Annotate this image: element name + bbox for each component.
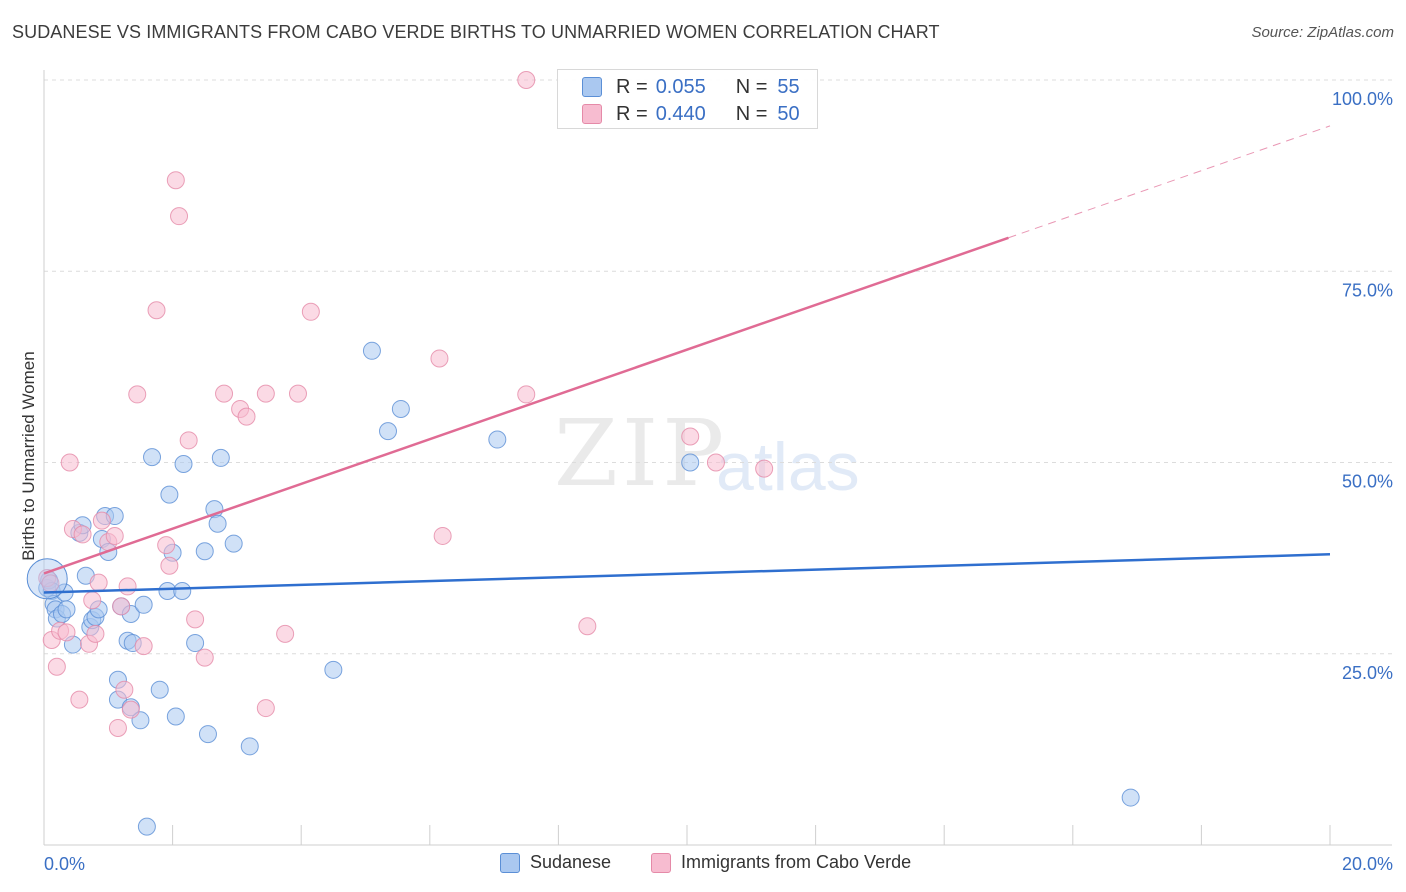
- chart-title: SUDANESE VS IMMIGRANTS FROM CABO VERDE B…: [12, 22, 940, 42]
- data-point-sudanese: [137, 817, 156, 836]
- data-point-cabo-verde: [706, 453, 725, 472]
- data-point-cabo-verde: [256, 699, 275, 718]
- data-point-cabo-verde: [186, 610, 205, 629]
- data-point-sudanese: [195, 542, 214, 561]
- watermark-atlas: atlas: [716, 429, 860, 505]
- data-point-cabo-verde: [517, 71, 536, 89]
- data-point-cabo-verde: [134, 637, 153, 656]
- data-point-sudanese: [173, 582, 192, 601]
- data-point-sudanese: [379, 422, 398, 441]
- data-point-cabo-verde: [256, 384, 275, 403]
- y-tick-label: 50.0%: [1342, 472, 1393, 492]
- data-point-sudanese: [57, 600, 76, 619]
- data-point-cabo-verde: [70, 690, 89, 709]
- data-point-sudanese: [186, 634, 205, 653]
- data-point-sudanese: [391, 399, 410, 418]
- data-point-sudanese: [143, 448, 162, 467]
- data-point-cabo-verde: [195, 648, 214, 667]
- data-point-cabo-verde: [433, 526, 452, 545]
- data-point-cabo-verde: [108, 718, 127, 737]
- data-point-cabo-verde: [517, 385, 536, 404]
- data-point-cabo-verde: [86, 624, 105, 643]
- data-point-cabo-verde: [170, 207, 189, 226]
- data-point-cabo-verde: [115, 680, 134, 699]
- x-tick-label: 0.0%: [44, 854, 85, 874]
- legend: Sudanese Immigrants from Cabo Verde: [0, 852, 1406, 876]
- data-point-cabo-verde: [430, 349, 449, 368]
- r-label: R =: [616, 75, 648, 98]
- data-point-cabo-verde: [89, 573, 108, 592]
- data-point-sudanese: [324, 660, 343, 679]
- data-point-cabo-verde: [57, 623, 76, 642]
- data-point-cabo-verde: [112, 597, 131, 616]
- cabo-verde-swatch: [582, 104, 602, 124]
- data-point-cabo-verde: [118, 577, 137, 596]
- x-tick-label: 20.0%: [1342, 854, 1393, 874]
- legend-item-cabo-verde[interactable]: Immigrants from Cabo Verde: [651, 852, 911, 873]
- data-point-sudanese: [362, 341, 381, 360]
- data-point-cabo-verde: [47, 657, 66, 676]
- trendline-sudanese: [43, 553, 1331, 594]
- trendline-cabo-verde: [43, 236, 1009, 575]
- legend-item-sudanese[interactable]: Sudanese: [500, 852, 611, 873]
- data-point-sudanese: [211, 448, 230, 467]
- data-point-cabo-verde: [60, 453, 79, 472]
- watermark-zip: ZIP: [554, 400, 729, 507]
- data-point-cabo-verde: [166, 171, 185, 190]
- legend-swatch-cabo-verde: [651, 852, 671, 873]
- legend-swatch-sudanese: [500, 852, 520, 873]
- n-label: N =: [735, 75, 768, 98]
- data-point-cabo-verde: [276, 624, 295, 643]
- data-point-cabo-verde: [160, 556, 179, 575]
- data-point-sudanese: [1121, 788, 1140, 807]
- trendline-extension-cabo-verde: [1008, 125, 1331, 239]
- data-point-sudanese: [240, 737, 259, 756]
- data-point-sudanese: [150, 680, 169, 699]
- data-point-cabo-verde: [755, 459, 774, 478]
- y-tick-label: 75.0%: [1342, 280, 1393, 300]
- y-tick-label: 100.0%: [1332, 89, 1393, 109]
- r-value: 0.440: [655, 102, 706, 125]
- stats-row-cabo-verde: R = 0.440 N = 50: [582, 101, 800, 127]
- data-point-sudanese: [160, 485, 179, 504]
- data-point-sudanese: [681, 453, 700, 472]
- n-value: 55: [777, 75, 800, 98]
- data-point-sudanese: [134, 595, 153, 614]
- data-point-sudanese: [166, 707, 185, 726]
- r-label: R =: [616, 102, 648, 125]
- data-point-cabo-verde: [681, 427, 700, 446]
- sudanese-swatch: [582, 77, 602, 97]
- n-value: 50: [777, 102, 800, 125]
- data-point-cabo-verde: [128, 385, 147, 404]
- n-label: N =: [735, 102, 768, 125]
- data-point-cabo-verde: [578, 617, 597, 636]
- data-point-cabo-verde: [73, 525, 92, 544]
- data-point-cabo-verde: [83, 591, 102, 610]
- data-point-cabo-verde: [301, 302, 320, 321]
- data-point-sudanese: [174, 455, 193, 474]
- data-point-cabo-verde: [105, 526, 124, 545]
- legend-label-cabo-verde: Immigrants from Cabo Verde: [681, 852, 912, 872]
- data-point-cabo-verde: [157, 536, 176, 555]
- data-point-cabo-verde: [237, 407, 256, 426]
- r-value: 0.055: [655, 75, 706, 98]
- data-point-cabo-verde: [147, 301, 166, 320]
- source-note: Source: ZipAtlas.com: [1251, 24, 1394, 41]
- data-point-cabo-verde: [288, 384, 307, 403]
- data-point-cabo-verde: [121, 700, 140, 719]
- data-point-sudanese: [208, 514, 227, 533]
- data-point-sudanese: [488, 430, 507, 449]
- legend-label-sudanese: Sudanese: [530, 852, 612, 872]
- data-point-sudanese: [224, 534, 243, 553]
- stats-row-sudanese: R = 0.055 N = 55: [582, 74, 800, 100]
- data-point-cabo-verde: [215, 384, 234, 403]
- correlation-stats-box: R = 0.055 N = 55 R = 0.440 N = 50: [557, 69, 818, 129]
- data-point-cabo-verde: [179, 431, 198, 450]
- data-point-sudanese: [198, 725, 217, 744]
- y-tick-label: 25.0%: [1342, 663, 1393, 683]
- data-point-cabo-verde: [92, 511, 111, 530]
